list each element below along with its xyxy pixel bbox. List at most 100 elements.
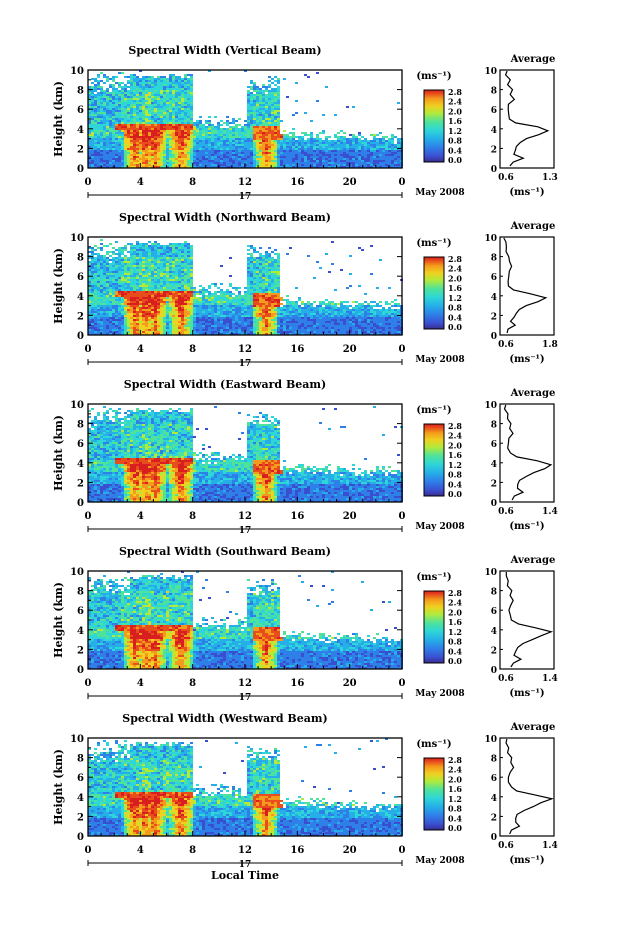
average-x-tick-label: 1.3	[542, 173, 558, 183]
heatmap-cell	[142, 327, 145, 329]
heatmap-cell	[88, 94, 91, 96]
heatmap-cell	[115, 333, 118, 335]
heatmap-cell	[163, 255, 166, 257]
heatmap-cell	[91, 327, 94, 329]
heatmap-cell	[115, 265, 118, 267]
heatmap-cell	[103, 124, 106, 126]
heatmap-cell	[190, 96, 193, 98]
heatmap-cell	[388, 142, 391, 144]
heatmap-cell	[250, 106, 253, 108]
heatmap-cell	[121, 114, 124, 116]
heatmap-cell	[154, 112, 157, 114]
heatmap-cell	[199, 150, 202, 152]
heatmap-cell	[253, 134, 256, 136]
heatmap-cell	[277, 90, 280, 92]
heatmap-cell	[181, 251, 184, 253]
heatmap-cell	[205, 122, 208, 124]
heatmap-cell	[322, 114, 325, 116]
heatmap-cell	[241, 148, 244, 150]
heatmap-cell	[250, 120, 253, 122]
heatmap-cell	[127, 315, 130, 317]
heatmap-cell	[127, 283, 130, 285]
heatmap-cell	[187, 333, 190, 335]
heatmap-cell	[328, 162, 331, 164]
heatmap-cell	[124, 285, 127, 287]
heatmap-cell	[100, 142, 103, 144]
heatmap-cell	[166, 146, 169, 148]
heatmap-cell	[265, 100, 268, 102]
heatmap-cell	[181, 112, 184, 114]
heatmap-cell	[163, 253, 166, 255]
heatmap-cell	[100, 88, 103, 90]
heatmap-cell	[151, 120, 154, 122]
heatmap-cell	[196, 132, 199, 134]
heatmap-cell	[178, 329, 181, 331]
heatmap-cell	[208, 307, 211, 309]
heatmap-cell	[184, 82, 187, 84]
heatmap-cell	[91, 142, 94, 144]
heatmap-cell	[172, 150, 175, 152]
heatmap-cell	[136, 331, 139, 333]
heatmap-cell	[175, 287, 178, 289]
heatmap-cell	[118, 299, 121, 301]
heatmap-cell	[187, 305, 190, 307]
heatmap-cell	[184, 92, 187, 94]
heatmap-cell	[88, 269, 91, 271]
heatmap-cell	[214, 152, 217, 154]
heatmap-cell	[202, 309, 205, 311]
heatmap-cell	[175, 166, 178, 168]
heatmap-cell	[202, 329, 205, 331]
heatmap-cell	[250, 138, 253, 140]
heatmap-cell	[145, 120, 148, 122]
heatmap-cell	[304, 142, 307, 144]
heatmap-cell	[178, 249, 181, 251]
heatmap-cell	[94, 267, 97, 269]
heatmap-cell	[121, 273, 124, 275]
heatmap-cell	[298, 146, 301, 148]
heatmap-cell	[196, 136, 199, 138]
heatmap-cell	[325, 158, 328, 160]
heatmap-cell	[169, 120, 172, 122]
heatmap-cell	[187, 78, 190, 80]
heatmap-cell	[193, 130, 196, 132]
heatmap-cell	[208, 319, 211, 321]
heatmap-cell	[253, 82, 256, 84]
heatmap-cell	[106, 162, 109, 164]
heatmap-cell	[160, 277, 163, 279]
heatmap-cell	[151, 148, 154, 150]
heatmap-cell	[133, 114, 136, 116]
heatmap-cell	[229, 146, 232, 148]
heatmap-cell	[160, 307, 163, 309]
heatmap-cell	[133, 299, 136, 301]
heatmap-cell	[160, 134, 163, 136]
heatmap-cell	[250, 154, 253, 156]
heatmap-cell	[244, 128, 247, 130]
heatmap-cell	[109, 134, 112, 136]
heatmap-cell	[121, 247, 124, 249]
heatmap-cell	[109, 279, 112, 281]
heatmap-cell	[151, 331, 154, 333]
colorbar-tick-label: 1.2	[448, 126, 462, 136]
heatmap-cell	[379, 154, 382, 156]
heatmap-cell	[247, 148, 250, 150]
heatmap-cell	[274, 128, 277, 130]
heatmap-cell	[214, 116, 217, 118]
heatmap-cell	[157, 108, 160, 110]
heatmap-cell	[340, 166, 343, 168]
heatmap-cell	[250, 134, 253, 136]
heatmap-cell	[271, 102, 274, 104]
heatmap-cell	[157, 102, 160, 104]
heatmap-cell	[235, 120, 238, 122]
heatmap-cell	[166, 289, 169, 291]
heatmap-cell	[172, 287, 175, 289]
heatmap-cell	[250, 102, 253, 104]
heatmap-cell	[88, 162, 91, 164]
heatmap-cell	[181, 259, 184, 261]
heatmap-cell	[181, 329, 184, 331]
heatmap-cell	[187, 313, 190, 315]
heatmap-cell	[274, 94, 277, 96]
heatmap-cell	[142, 297, 145, 299]
heatmap-cell	[148, 297, 151, 299]
heatmap-cell	[256, 94, 259, 96]
heatmap-cell	[199, 293, 202, 295]
